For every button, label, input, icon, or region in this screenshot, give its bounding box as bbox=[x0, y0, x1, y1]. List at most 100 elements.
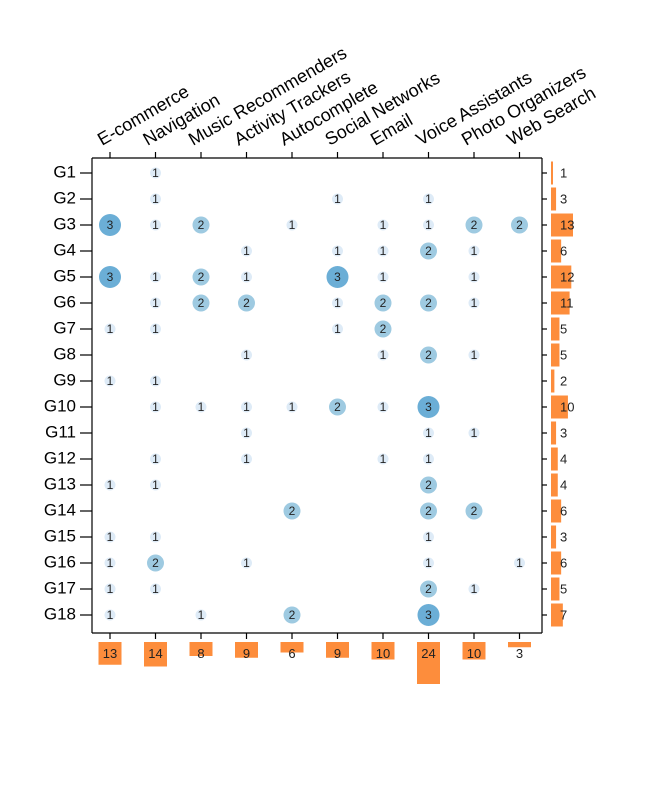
matrix-bubble bbox=[420, 294, 437, 312]
matrix-cell-label: 1 bbox=[425, 452, 432, 466]
matrix-cell-label: 2 bbox=[198, 270, 205, 284]
matrix-cell-label: 1 bbox=[243, 244, 250, 258]
matrix-cell-label: 2 bbox=[425, 582, 432, 596]
matrix-bubble bbox=[377, 349, 389, 361]
matrix-bubble bbox=[420, 242, 437, 260]
matrix-cell-label: 1 bbox=[425, 556, 432, 570]
row-label: G14 bbox=[44, 500, 76, 519]
matrix-cell-label: 1 bbox=[198, 608, 205, 622]
row-total-label: 6 bbox=[560, 555, 567, 570]
matrix-bubble bbox=[104, 583, 116, 595]
row-total-label: 2 bbox=[560, 373, 567, 388]
row-label: G9 bbox=[53, 370, 76, 389]
matrix-bubble bbox=[420, 476, 437, 494]
column-total-label: 13 bbox=[103, 646, 117, 661]
matrix-cell-label: 1 bbox=[425, 530, 432, 544]
column-total-bar bbox=[98, 642, 122, 665]
matrix-cell-label: 1 bbox=[152, 270, 159, 284]
matrix-cell-label: 1 bbox=[198, 400, 205, 414]
row-total-bar bbox=[551, 551, 562, 575]
row-label: G13 bbox=[44, 474, 76, 493]
matrix-cell-label: 3 bbox=[425, 400, 432, 414]
matrix-cell-label: 1 bbox=[152, 374, 159, 388]
matrix-bubble bbox=[423, 531, 434, 543]
matrix-cell-label: 1 bbox=[107, 322, 114, 336]
column-total-bar bbox=[462, 642, 486, 660]
matrix-bubble bbox=[104, 323, 116, 335]
matrix-cell-label: 1 bbox=[152, 452, 159, 466]
matrix-bubble bbox=[332, 245, 343, 257]
row-total-label: 6 bbox=[560, 243, 567, 258]
matrix-bubble bbox=[514, 557, 525, 569]
matrix-bubble bbox=[377, 245, 389, 257]
matrix-bubble bbox=[150, 479, 161, 491]
matrix-cell-label: 3 bbox=[107, 218, 114, 232]
matrix-frame bbox=[80, 152, 547, 639]
matrix-bubble bbox=[104, 479, 116, 491]
matrix-bubble bbox=[150, 271, 161, 283]
matrix-cell-label: 1 bbox=[107, 374, 114, 388]
matrix-bubble bbox=[99, 214, 121, 236]
matrix-cell-label: 1 bbox=[152, 400, 159, 414]
row-total-bar bbox=[551, 603, 563, 627]
matrix-cell-label: 2 bbox=[334, 400, 341, 414]
row-total-label: 12 bbox=[560, 269, 574, 284]
matrix-cell-label: 1 bbox=[425, 426, 432, 440]
matrix-bubble bbox=[329, 398, 346, 416]
row-total-label: 4 bbox=[560, 451, 567, 466]
column-total-label: 6 bbox=[288, 646, 295, 661]
matrix-cell-label: 2 bbox=[425, 478, 432, 492]
matrix-bubble bbox=[332, 193, 343, 205]
row-total-bar bbox=[551, 395, 568, 419]
row-total-label: 5 bbox=[560, 321, 567, 336]
matrix-bubble bbox=[377, 453, 389, 465]
matrix-bubble bbox=[195, 609, 207, 621]
column-total-bar bbox=[280, 642, 304, 653]
matrix-bubble bbox=[150, 531, 161, 543]
matrix-bubble bbox=[511, 216, 528, 234]
matrix-cell-label: 3 bbox=[425, 608, 432, 622]
matrix-bubble bbox=[147, 554, 164, 572]
matrix-bubble bbox=[192, 268, 210, 286]
row-total-label: 10 bbox=[560, 399, 574, 414]
column-total-label: 8 bbox=[197, 646, 204, 661]
row-label: G18 bbox=[44, 604, 76, 623]
matrix-cell-label: 1 bbox=[243, 348, 250, 362]
matrix-bubble bbox=[104, 375, 116, 387]
row-total-bar bbox=[551, 473, 558, 497]
matrix-bubble bbox=[104, 609, 116, 621]
row-label: G1 bbox=[53, 162, 76, 181]
matrix-cell-label: 1 bbox=[243, 556, 250, 570]
matrix-cell-label: 1 bbox=[107, 530, 114, 544]
row-total-bar bbox=[551, 499, 562, 523]
matrix-cell-label: 1 bbox=[152, 166, 159, 180]
matrix-cell-label: 2 bbox=[380, 322, 387, 336]
matrix-cell-label: 2 bbox=[380, 296, 387, 310]
matrix-cell-label: 1 bbox=[334, 296, 341, 310]
matrix-cell-label: 2 bbox=[471, 218, 478, 232]
row-total-label: 13 bbox=[560, 217, 574, 232]
row-total-label: 3 bbox=[560, 425, 567, 440]
row-total-label: 3 bbox=[560, 529, 567, 544]
matrix-bubble bbox=[468, 271, 480, 283]
matrix-bubble bbox=[465, 502, 483, 520]
matrix-bubble bbox=[423, 557, 434, 569]
matrix-bubble bbox=[150, 219, 161, 231]
column-total-label: 9 bbox=[334, 646, 341, 661]
matrix-bubble bbox=[286, 401, 298, 413]
matrix-bubble bbox=[417, 396, 440, 418]
matrix-bubble bbox=[468, 245, 480, 257]
matrix-bubble bbox=[104, 531, 116, 543]
row-total-bar bbox=[551, 291, 570, 315]
row-label: G3 bbox=[53, 214, 76, 233]
row-total-bar bbox=[551, 187, 557, 211]
matrix-bubble bbox=[241, 401, 252, 413]
column-total-bars: 13 14 8 9 6 9 10 24 10 3 bbox=[98, 642, 531, 684]
matrix-bubble bbox=[150, 375, 161, 387]
matrix-cell-label: 1 bbox=[471, 244, 478, 258]
column-total-label: 9 bbox=[243, 646, 250, 661]
column-total-bar bbox=[144, 642, 167, 667]
row-total-bar bbox=[551, 265, 572, 289]
matrix-bubble bbox=[150, 193, 161, 205]
